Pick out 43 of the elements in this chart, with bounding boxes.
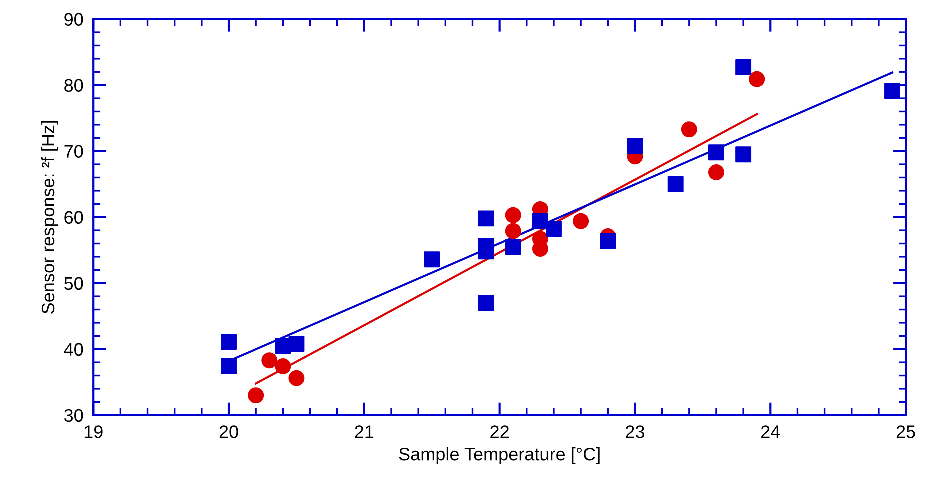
point (546, 221, 562, 238)
point (505, 223, 522, 240)
x-tick-label: 21 (355, 426, 374, 438)
y-tick-label: 90 (64, 13, 84, 26)
point (573, 213, 590, 230)
point (424, 252, 440, 268)
y-axis-title: Sensor response: ²f [Hz] (41, 121, 58, 314)
point (288, 336, 305, 352)
y-tick-label: 30 (64, 409, 84, 422)
point (708, 164, 724, 180)
x-axis-title: Sample Temperature [°C] (399, 447, 600, 464)
point (262, 352, 278, 369)
point (478, 295, 494, 312)
x-tick-label: 20 (220, 426, 238, 438)
point (505, 239, 522, 256)
point (736, 60, 752, 76)
point (681, 122, 698, 138)
point (884, 83, 900, 100)
x-tick-label: 25 (896, 426, 916, 438)
y-tick-label: 80 (64, 79, 84, 92)
point (248, 388, 264, 404)
x-tick-label: 19 (84, 426, 103, 438)
point (627, 138, 644, 154)
point (749, 71, 766, 88)
y-tick-label: 70 (64, 145, 84, 158)
y-tick-label: 40 (64, 343, 84, 356)
x-tick-label: 23 (626, 426, 644, 438)
x-tick-label: 24 (762, 426, 780, 438)
point (478, 210, 494, 227)
point (478, 244, 494, 260)
point (668, 176, 684, 192)
point (275, 358, 292, 375)
y-tick-label: 60 (64, 211, 84, 224)
point (600, 233, 616, 250)
y-tick-label: 50 (64, 277, 84, 290)
point (221, 358, 237, 375)
point (288, 370, 305, 386)
point (736, 146, 752, 163)
x-tick-label: 22 (490, 426, 509, 438)
point (221, 334, 237, 350)
point (505, 207, 522, 224)
point (532, 213, 548, 230)
point (708, 144, 724, 161)
